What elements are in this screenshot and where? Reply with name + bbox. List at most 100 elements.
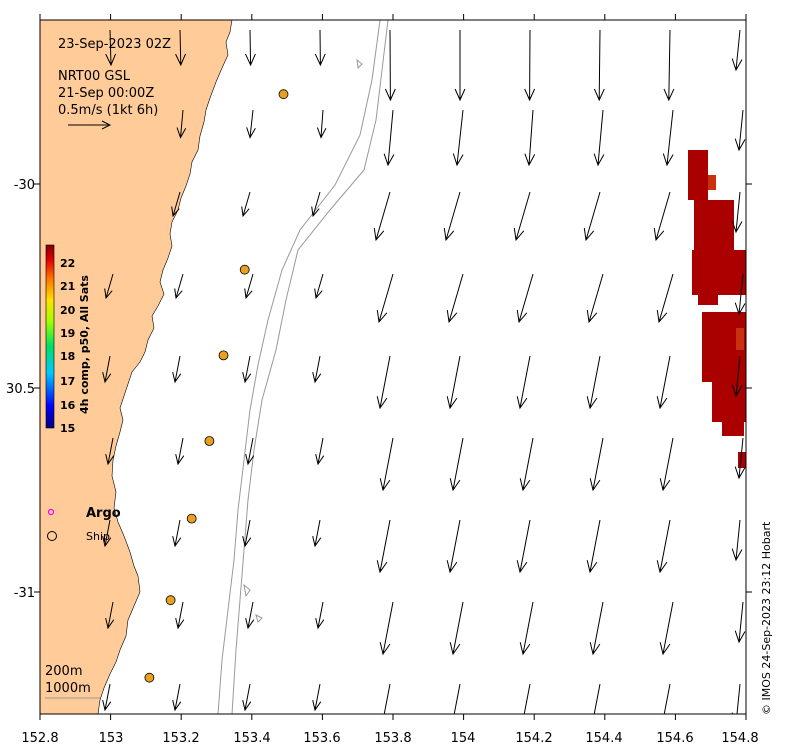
current-arrow <box>314 273 324 300</box>
current-arrow <box>449 437 464 492</box>
current-arrow <box>516 355 531 410</box>
date-title: 23-Sep-2023 02Z <box>58 37 171 52</box>
current-arrow <box>104 273 114 300</box>
current-arrow <box>656 355 671 410</box>
current-arrow <box>105 437 115 466</box>
current-arrow <box>589 437 604 492</box>
lon-tick-label: 152.8 <box>21 731 58 746</box>
colorbar-label: 4h comp, p50, All Sats <box>78 275 91 414</box>
current-arrow <box>513 191 531 242</box>
land-area <box>40 20 233 714</box>
lat-tick-label: -30 <box>14 178 35 193</box>
current-arrow <box>376 355 391 410</box>
current-arrow <box>246 109 256 139</box>
current-arrow <box>379 437 394 492</box>
lon-tick-label: 153.4 <box>233 731 270 746</box>
current-arrow <box>446 355 461 410</box>
current-arrow <box>245 601 255 630</box>
ship-legend-marker <box>47 531 57 541</box>
current-arrow <box>516 519 531 574</box>
current-arrow <box>102 355 112 384</box>
isobath-1000m <box>231 20 389 714</box>
isobath-legend-1000: 1000m <box>45 681 91 696</box>
argo-float-marker <box>186 513 197 524</box>
argo-markers <box>144 89 289 683</box>
current-arrow <box>593 29 605 102</box>
current-arrow <box>105 29 117 67</box>
colorbar-tick: 19 <box>60 327 75 340</box>
current-vectors <box>102 29 746 714</box>
current-arrow <box>663 29 675 102</box>
colorbar-tick: 15 <box>60 422 75 435</box>
colorbar <box>45 244 55 429</box>
current-arrow <box>653 191 671 242</box>
current-arrow <box>373 191 391 242</box>
argo-float-marker <box>278 89 289 100</box>
current-arrow <box>524 29 536 102</box>
current-arrow <box>731 29 743 72</box>
current-arrow <box>659 601 674 656</box>
current-arrow <box>586 355 601 410</box>
ship-legend-label: Ship <box>86 530 110 543</box>
current-arrow <box>312 355 322 384</box>
current-arrow <box>175 437 185 466</box>
colorbar-tick: 17 <box>60 375 75 388</box>
argo-float-marker <box>239 264 250 275</box>
current-arrow <box>379 601 394 656</box>
colorbar-tick: 20 <box>60 304 76 317</box>
current-arrow <box>245 437 255 466</box>
current-arrow <box>383 109 395 167</box>
isobath-legend-200: 200m <box>45 664 82 679</box>
lon-tick-label: 153.2 <box>162 731 199 746</box>
current-arrow <box>175 29 186 67</box>
axis-ticks <box>34 14 752 720</box>
current-arrow <box>315 437 325 466</box>
current-arrow <box>315 601 325 630</box>
current-arrow <box>523 683 531 714</box>
current-arrow <box>586 519 601 574</box>
argo-float-marker <box>204 436 215 446</box>
scale-label: 0.5m/s (1kt 6h) <box>58 103 158 118</box>
current-arrow <box>316 109 327 139</box>
current-arrow <box>176 109 187 139</box>
lon-tick-label: 154.2 <box>515 731 552 746</box>
current-arrow <box>244 273 254 300</box>
current-arrow <box>452 109 464 167</box>
current-arrow <box>172 683 182 712</box>
current-arrow <box>174 273 184 300</box>
current-arrow <box>242 683 252 712</box>
current-arrow <box>242 519 252 548</box>
current-arrow <box>449 601 464 656</box>
current-arrow <box>524 109 536 167</box>
current-arrow <box>171 191 181 218</box>
current-arrow <box>656 273 674 324</box>
current-arrow <box>731 355 743 398</box>
current-arrow <box>662 109 674 167</box>
current-arrow <box>734 437 746 480</box>
current-arrow <box>593 683 601 714</box>
current-arrow <box>172 519 182 548</box>
current-arrow <box>376 273 394 324</box>
current-arrow <box>175 601 185 630</box>
current-arrow <box>516 273 534 324</box>
current-arrow <box>102 683 112 712</box>
credit-text: © IMOS 24-Sep-2023 23:12 Hobart <box>760 521 773 715</box>
current-arrow <box>241 191 251 218</box>
current-arrow <box>731 683 743 714</box>
current-arrow <box>731 519 743 562</box>
lon-tick-label: 154.4 <box>585 731 622 746</box>
current-arrow <box>105 601 115 630</box>
argo-float-marker <box>144 672 155 683</box>
colorbar-tick: 16 <box>60 399 76 412</box>
current-arrow <box>454 30 466 102</box>
current-arrow <box>384 29 396 102</box>
current-arrow <box>446 519 461 574</box>
current-arrow <box>731 191 743 234</box>
argo-float-marker <box>218 350 229 361</box>
product-time: 21-Sep 00:00Z <box>58 86 154 101</box>
argo-legend-marker <box>47 508 55 516</box>
lon-tick-label: 153 <box>99 731 124 746</box>
current-arrow <box>734 273 746 316</box>
isobath-200m <box>217 20 381 714</box>
